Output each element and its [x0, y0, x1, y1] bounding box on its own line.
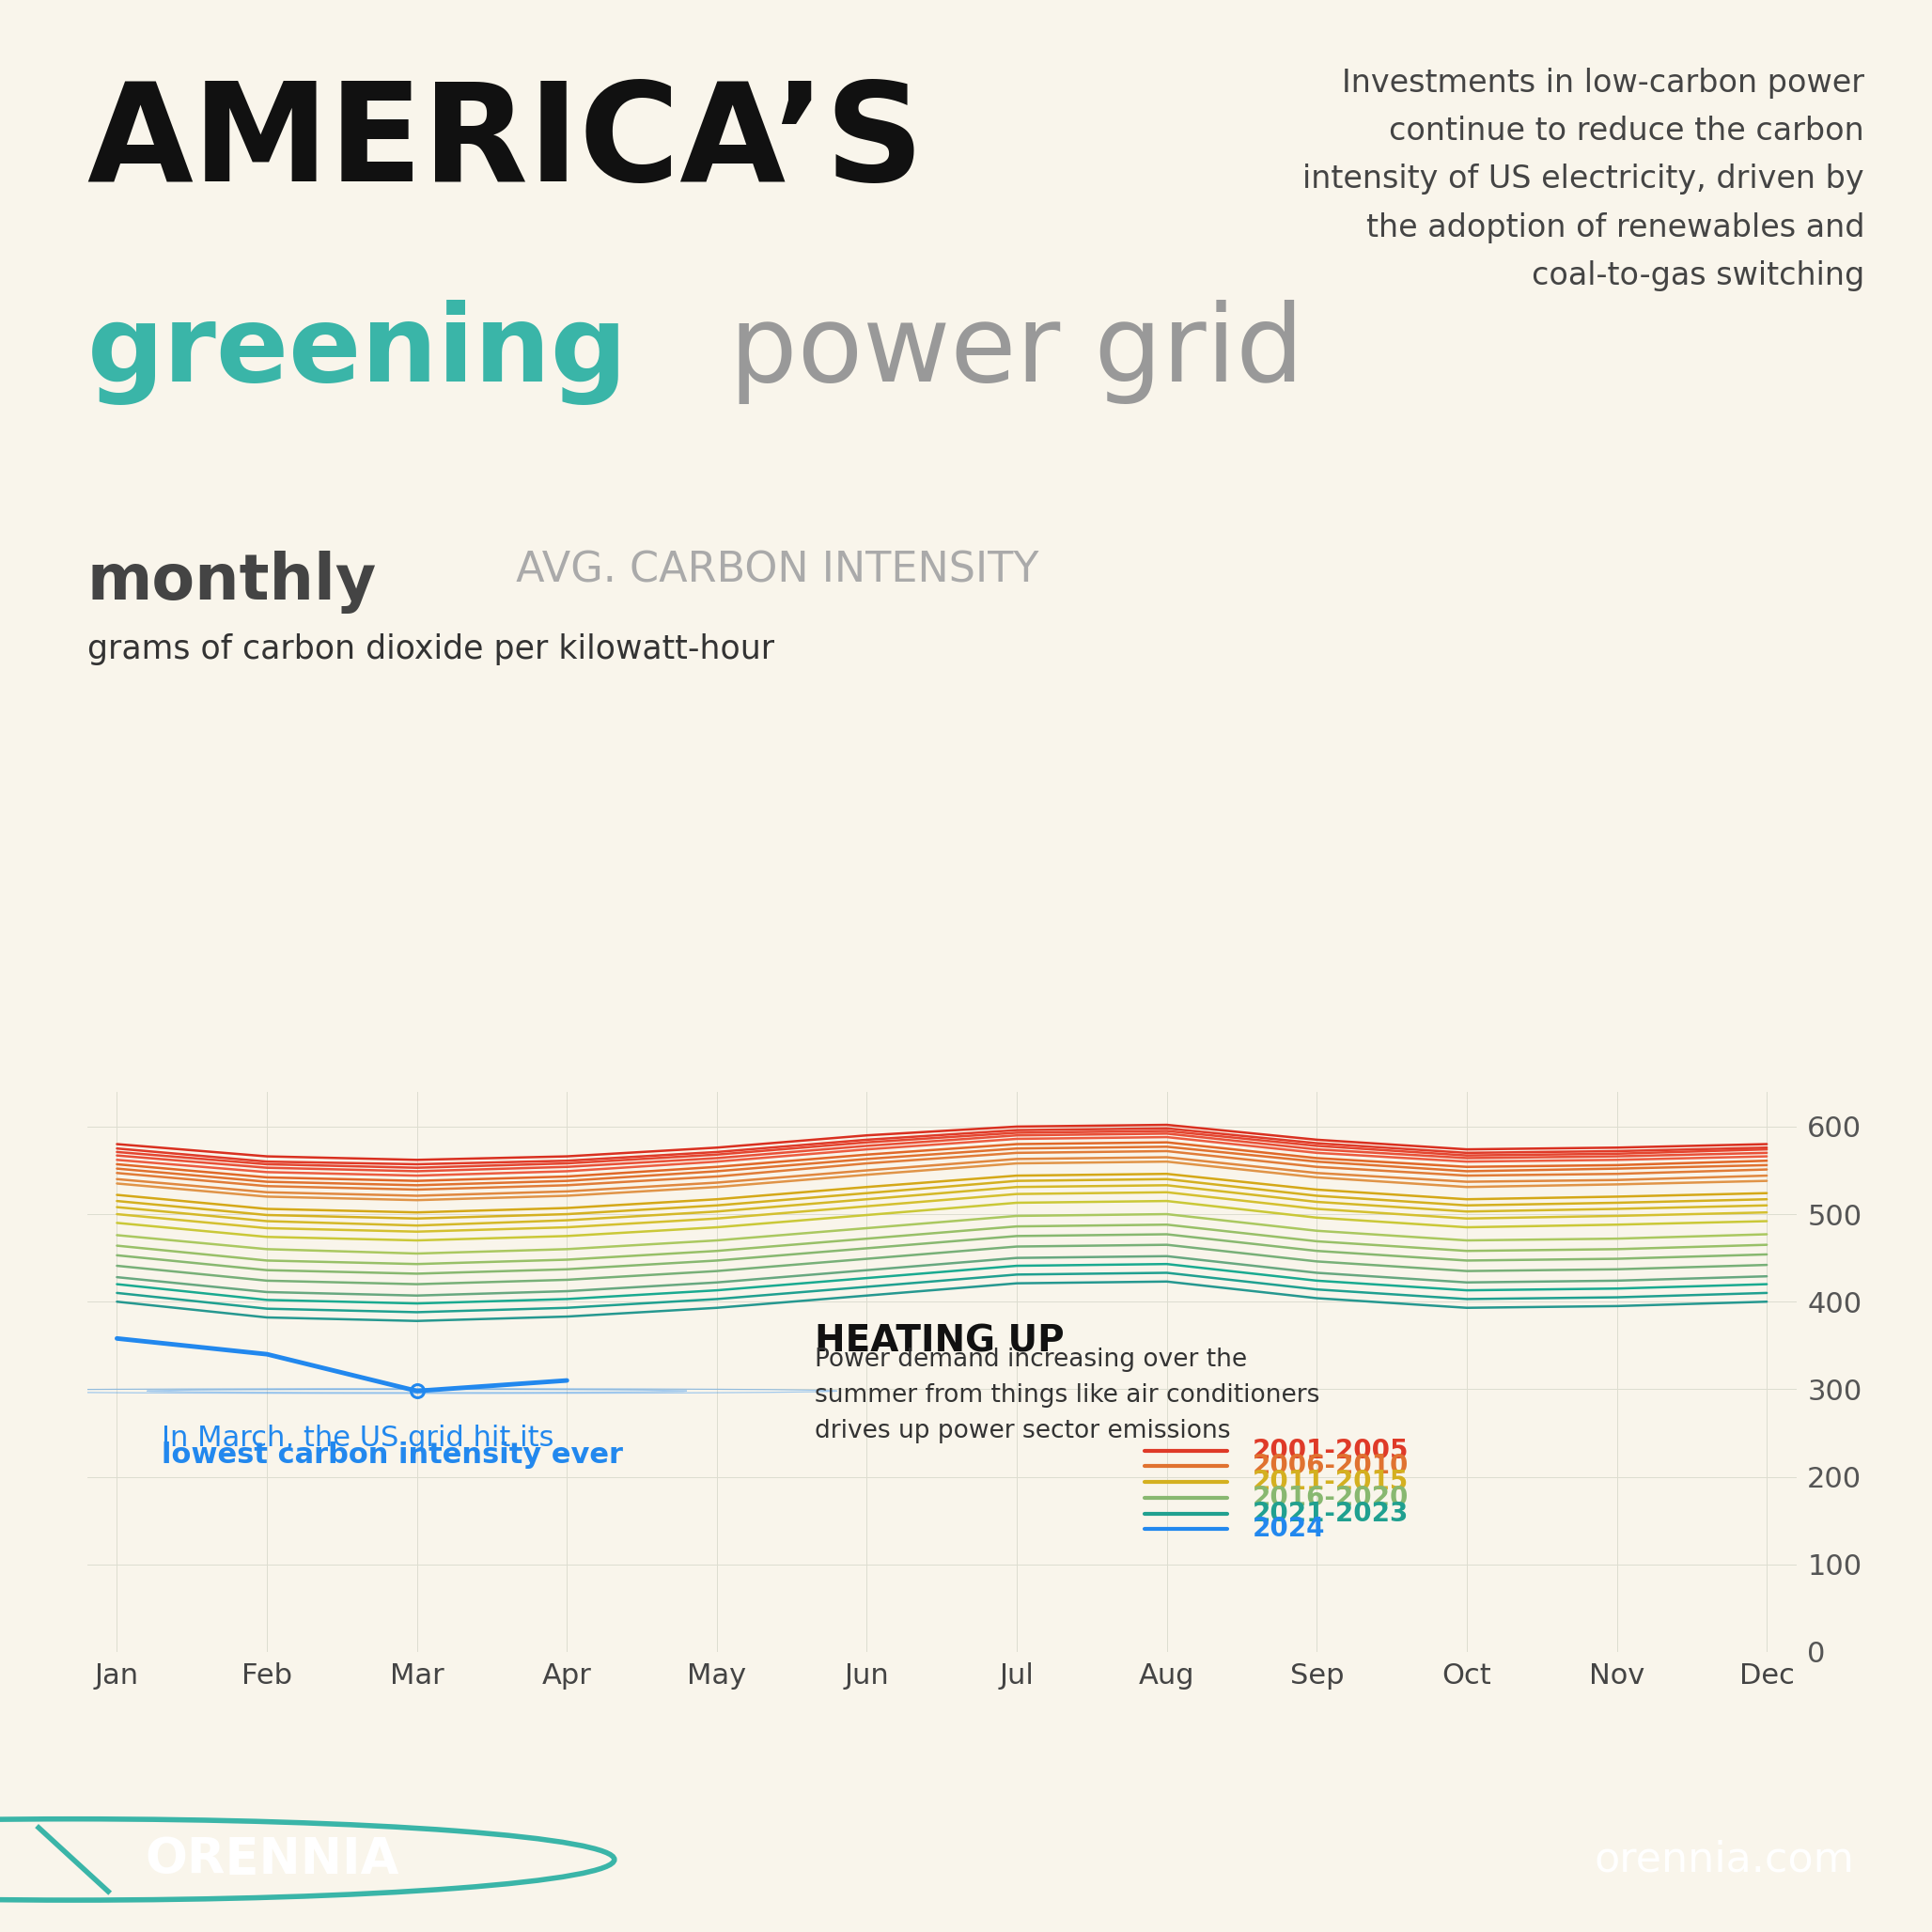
Text: 2021-2023: 2021-2023	[1252, 1501, 1408, 1526]
Text: monthly: monthly	[87, 551, 377, 614]
Text: lowest carbon intensity ever: lowest carbon intensity ever	[162, 1441, 624, 1468]
Text: Power demand increasing over the
summer from things like air conditioners
drives: Power demand increasing over the summer …	[815, 1347, 1320, 1443]
Text: power grid: power grid	[696, 299, 1304, 404]
Text: HEATING UP: HEATING UP	[815, 1323, 1065, 1360]
Text: ORENNIA: ORENNIA	[145, 1835, 400, 1884]
Text: Investments in low-carbon power
continue to reduce the carbon
intensity of US el: Investments in low-carbon power continue…	[1302, 68, 1864, 292]
Text: greening: greening	[87, 299, 628, 404]
Text: AVG. CARBON INTENSITY: AVG. CARBON INTENSITY	[502, 551, 1037, 591]
Text: grams of carbon dioxide per kilowatt-hour: grams of carbon dioxide per kilowatt-hou…	[87, 634, 775, 667]
Text: In March, the US grid hit its: In March, the US grid hit its	[162, 1424, 554, 1451]
Text: 2001-2005: 2001-2005	[1252, 1437, 1408, 1464]
Text: 2006-2010: 2006-2010	[1252, 1453, 1408, 1480]
Text: 2011-2015: 2011-2015	[1252, 1468, 1408, 1495]
Text: 2024: 2024	[1252, 1517, 1325, 1542]
Text: 2016-2020: 2016-2020	[1252, 1484, 1408, 1511]
Text: AMERICA’S: AMERICA’S	[87, 77, 923, 211]
Text: orennia.com: orennia.com	[1594, 1839, 1855, 1880]
